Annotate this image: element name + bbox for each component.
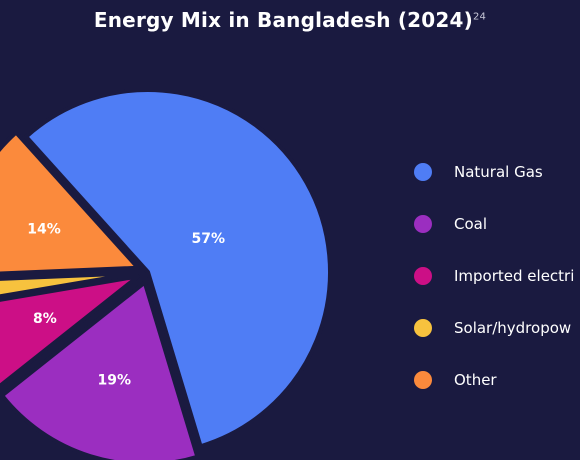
chart-title: Energy Mix in Bangladesh (2024)24 bbox=[0, 8, 580, 32]
legend: Natural Gas Coal Imported electri Solar/hyd… bbox=[414, 146, 580, 406]
title-footnote: 24 bbox=[472, 11, 487, 23]
legend-swatch bbox=[414, 319, 432, 337]
pie-slice-coal bbox=[0, 280, 200, 460]
legend-item: Solar/hydropow bbox=[414, 302, 580, 354]
legend-label: Other bbox=[454, 371, 497, 389]
pie-slice-imported-electricity bbox=[0, 274, 140, 389]
pie-slice-natural-gas bbox=[24, 88, 332, 449]
slice-label-other: 14% bbox=[27, 221, 61, 237]
legend-label: Solar/hydropow bbox=[454, 319, 572, 337]
legend-label: Coal bbox=[454, 215, 488, 233]
slice-label-imported-electricity: 8% bbox=[33, 311, 57, 327]
pie-chart: 57%19%8%2%14% bbox=[0, 88, 332, 460]
legend-label: Natural Gas bbox=[454, 163, 543, 181]
legend-label: Imported electri bbox=[454, 267, 575, 285]
chart-title-text: Energy Mix in Bangladesh (2024) bbox=[93, 8, 473, 32]
legend-swatch bbox=[414, 215, 432, 233]
legend-item: Imported electri bbox=[414, 250, 580, 302]
slice-label-natural-gas: 57% bbox=[191, 231, 225, 247]
legend-swatch bbox=[414, 371, 432, 389]
pie-slice-solar-hydropower bbox=[0, 271, 140, 299]
legend-item: Other bbox=[414, 354, 580, 406]
legend-item: Coal bbox=[414, 198, 580, 250]
legend-swatch bbox=[414, 163, 432, 181]
legend-item: Natural Gas bbox=[414, 146, 580, 198]
slice-label-coal: 19% bbox=[97, 373, 131, 389]
legend-swatch bbox=[414, 267, 432, 285]
pie-slice-other bbox=[0, 130, 140, 276]
